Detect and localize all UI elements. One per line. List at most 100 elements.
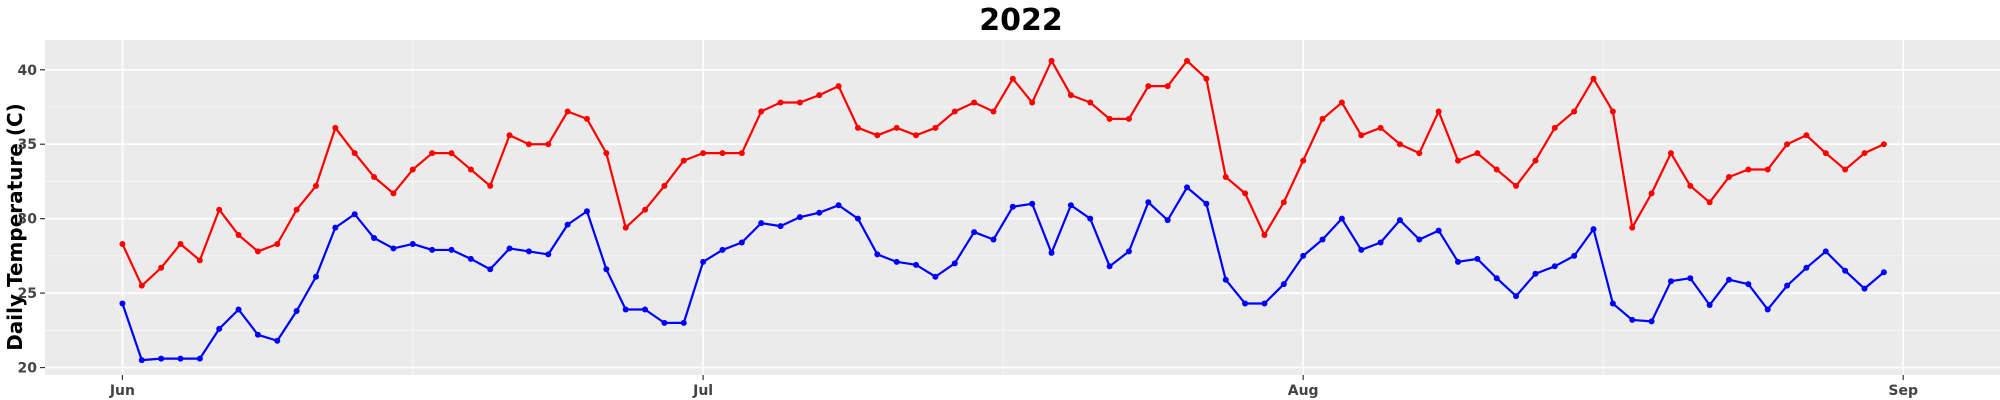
data-point bbox=[1300, 252, 1307, 259]
data-point bbox=[854, 215, 861, 222]
data-point bbox=[1358, 132, 1365, 139]
y-tick-label: 20 bbox=[18, 361, 38, 377]
data-point bbox=[1861, 150, 1868, 157]
data-point bbox=[1048, 249, 1055, 256]
axis-layer: 20 25 30 35 40 Jun Jul Aug Sep bbox=[18, 63, 1919, 399]
data-point bbox=[758, 108, 765, 115]
data-point bbox=[467, 166, 474, 173]
data-point bbox=[1396, 217, 1403, 224]
data-point bbox=[1493, 166, 1500, 173]
data-point bbox=[177, 240, 184, 247]
data-point bbox=[1880, 141, 1887, 148]
data-point bbox=[971, 99, 978, 106]
data-point bbox=[1009, 203, 1016, 210]
data-point bbox=[1435, 227, 1442, 234]
data-point bbox=[429, 246, 436, 253]
data-point bbox=[1648, 318, 1655, 325]
data-point bbox=[216, 325, 223, 332]
data-point bbox=[564, 108, 571, 115]
data-point bbox=[1029, 200, 1036, 207]
data-point bbox=[1184, 184, 1191, 191]
series-line-1 bbox=[121, 186, 1885, 362]
data-point bbox=[603, 266, 610, 273]
data-point bbox=[1203, 200, 1210, 207]
data-point bbox=[913, 261, 920, 268]
data-point bbox=[1629, 316, 1636, 323]
data-point bbox=[254, 331, 261, 338]
data-point bbox=[390, 245, 397, 252]
data-point bbox=[1358, 246, 1365, 253]
data-point bbox=[932, 273, 939, 280]
data-point bbox=[1784, 141, 1791, 148]
data-point bbox=[235, 232, 242, 239]
data-point bbox=[1455, 157, 1462, 164]
data-point bbox=[680, 157, 687, 164]
chart-title: 2022 bbox=[979, 3, 1063, 38]
data-point bbox=[351, 211, 358, 218]
data-point bbox=[932, 124, 939, 131]
data-point bbox=[332, 124, 339, 131]
data-point bbox=[1648, 190, 1655, 197]
data-point bbox=[371, 173, 378, 180]
data-point bbox=[1571, 252, 1578, 259]
data-point bbox=[467, 255, 474, 262]
data-point bbox=[1338, 215, 1345, 222]
series-line-0 bbox=[121, 59, 1885, 287]
data-point bbox=[1338, 99, 1345, 106]
data-point bbox=[622, 306, 629, 313]
data-point bbox=[1726, 173, 1733, 180]
data-point bbox=[1764, 306, 1771, 313]
data-point bbox=[1396, 141, 1403, 148]
data-point bbox=[1532, 270, 1539, 277]
data-point bbox=[196, 355, 203, 362]
data-point bbox=[1164, 217, 1171, 224]
data-point bbox=[1551, 124, 1558, 131]
data-point bbox=[1590, 226, 1597, 233]
data-point bbox=[429, 150, 436, 157]
data-point bbox=[564, 221, 571, 228]
data-point bbox=[893, 258, 900, 265]
data-point bbox=[545, 141, 552, 148]
data-point bbox=[700, 150, 707, 157]
data-point bbox=[622, 224, 629, 231]
data-point bbox=[1319, 236, 1326, 243]
data-point bbox=[525, 141, 532, 148]
data-point bbox=[661, 319, 668, 326]
x-tick-label: Jul bbox=[692, 383, 713, 399]
data-point bbox=[951, 108, 958, 115]
data-point bbox=[1842, 166, 1849, 173]
data-point bbox=[119, 240, 126, 247]
data-point bbox=[487, 266, 494, 273]
data-point bbox=[1125, 115, 1132, 122]
data-point bbox=[719, 150, 726, 157]
data-point bbox=[1706, 199, 1713, 206]
data-point bbox=[758, 220, 765, 227]
y-tick-label: 40 bbox=[18, 63, 38, 79]
y-tick-label: 35 bbox=[18, 137, 37, 153]
data-point bbox=[254, 248, 261, 255]
x-tick-label: Sep bbox=[1888, 383, 1918, 399]
data-point bbox=[1784, 282, 1791, 289]
plot-panel bbox=[45, 40, 2000, 375]
data-point bbox=[1513, 293, 1520, 300]
data-point bbox=[216, 206, 223, 213]
data-point bbox=[661, 182, 668, 189]
data-point bbox=[1687, 275, 1694, 282]
data-point bbox=[1609, 108, 1616, 115]
data-point bbox=[971, 229, 978, 236]
data-point bbox=[1125, 248, 1132, 255]
data-point bbox=[951, 260, 958, 267]
data-point bbox=[138, 282, 145, 289]
data-point bbox=[1590, 75, 1597, 82]
series-layer bbox=[119, 57, 1887, 364]
data-point bbox=[158, 264, 165, 271]
data-point bbox=[293, 307, 300, 314]
data-point bbox=[1087, 215, 1094, 222]
data-point bbox=[506, 132, 513, 139]
data-point bbox=[642, 206, 649, 213]
data-point bbox=[1629, 224, 1636, 231]
data-point bbox=[854, 124, 861, 131]
data-point bbox=[525, 248, 532, 255]
data-point bbox=[1822, 150, 1829, 157]
